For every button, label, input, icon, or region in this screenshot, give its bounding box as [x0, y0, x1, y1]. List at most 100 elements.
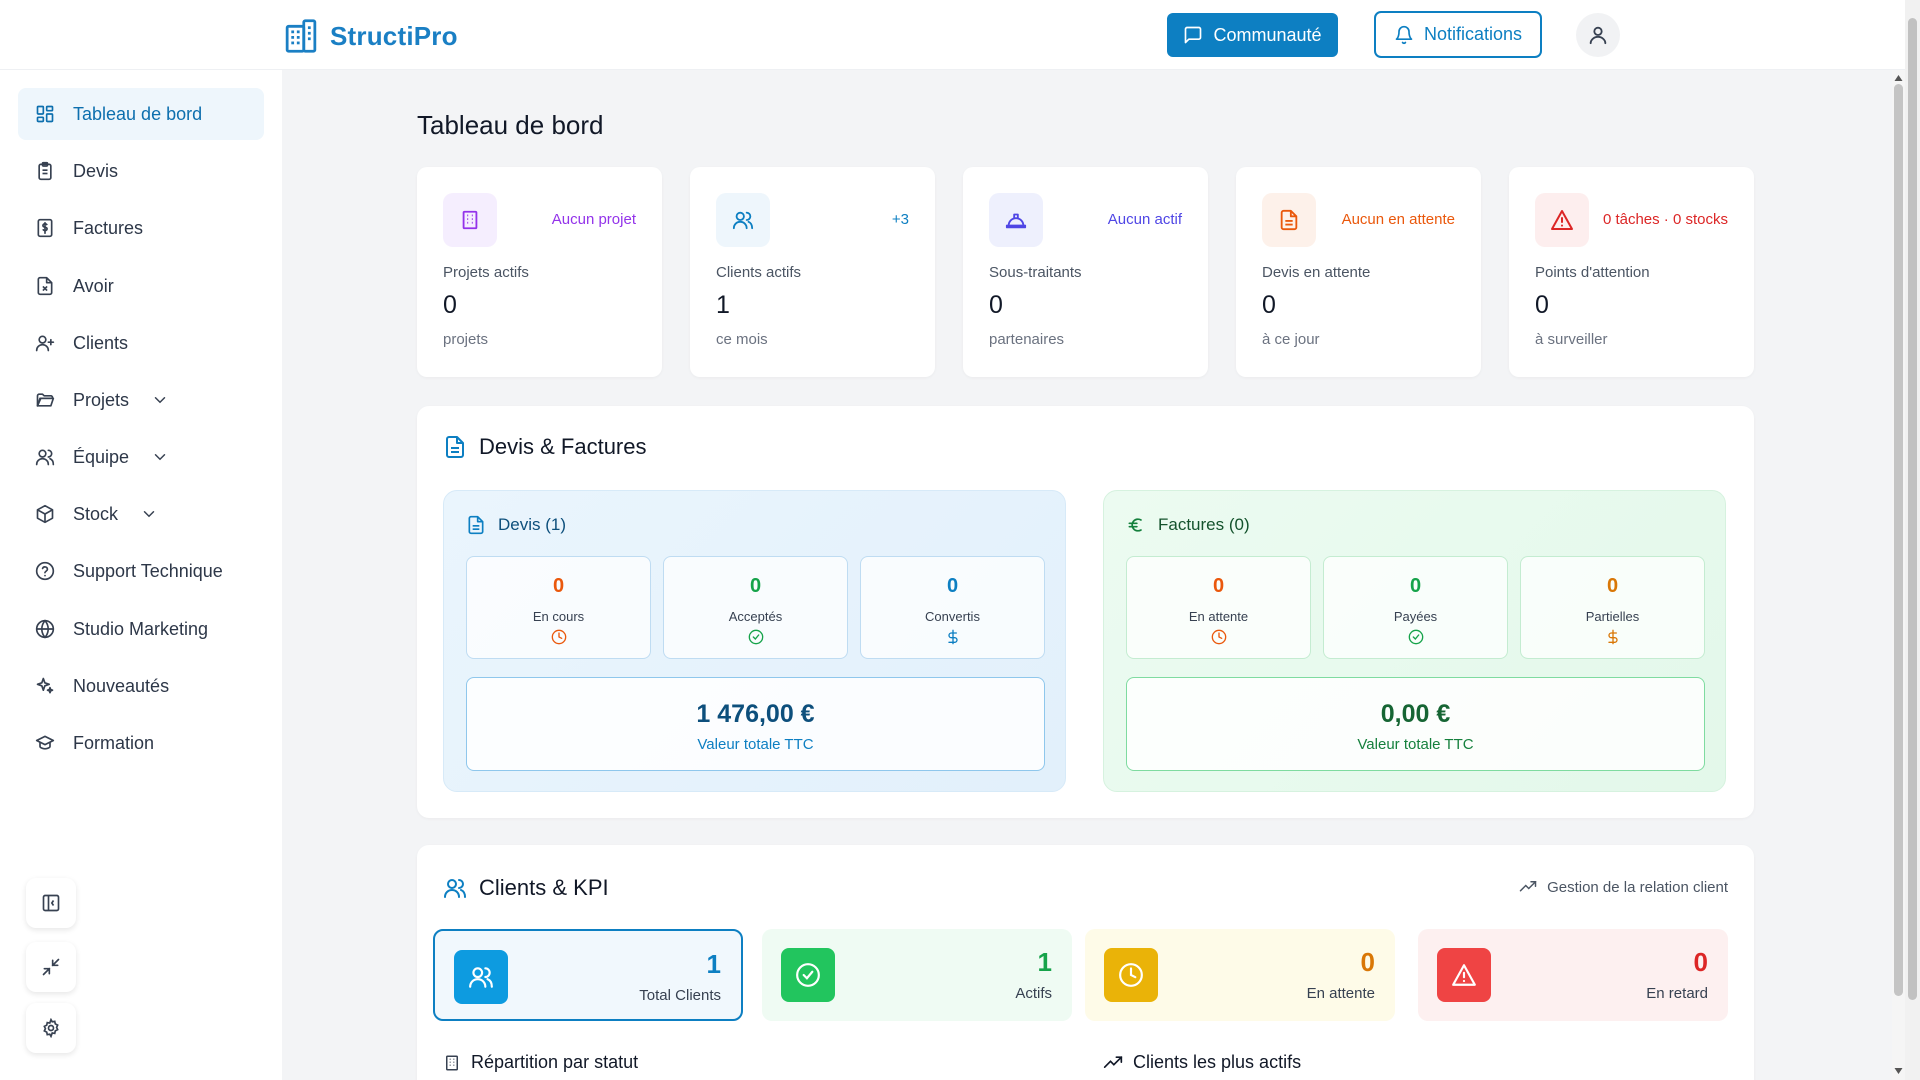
panel-title: Clients & KPI: [443, 875, 609, 901]
users-icon: [454, 950, 508, 1004]
clients-kpi-panel: Clients & KPI Gestion de la relation cli…: [417, 845, 1754, 1080]
euro-icon: [1126, 515, 1146, 535]
kpi-actifs[interactable]: 1 Actifs: [762, 929, 1072, 1021]
mini-value: 0: [1409, 575, 1422, 597]
chevron-down-icon[interactable]: [151, 448, 169, 466]
message-square-icon: [1183, 25, 1203, 45]
file-text-icon: [443, 435, 467, 459]
mini-label: Partielles: [1585, 609, 1640, 624]
total-label: Valeur totale TTC: [697, 736, 814, 753]
sidebar-item-label: Formation: [73, 732, 155, 753]
users-icon: [35, 447, 55, 467]
settings-button[interactable]: [26, 1003, 76, 1053]
total-label: Valeur totale TTC: [1357, 736, 1474, 753]
page-title: Tableau de bord: [417, 110, 604, 140]
stat-label: Sous-traitants: [989, 264, 1082, 281]
clock-icon: [1104, 948, 1158, 1002]
sidebar-item-avoir[interactable]: Avoir: [18, 260, 264, 312]
sidebar-item-support[interactable]: Support Technique: [18, 545, 264, 597]
factures-total: 0,00 € Valeur totale TTC: [1126, 677, 1705, 771]
stat-value: 0: [1535, 291, 1549, 319]
community-button[interactable]: Communauté: [1167, 13, 1338, 57]
kpi-label: En attente: [1306, 985, 1375, 1002]
sidebar-item-projets[interactable]: Projets: [18, 374, 264, 426]
stat-value: 0: [989, 291, 1003, 319]
scroll-up-arrow-icon[interactable]: [1893, 73, 1904, 83]
stat-card-sous-traitants[interactable]: Aucun actif Sous-traitants 0 partenaires: [963, 167, 1208, 377]
sidebar-item-label: Avoir: [73, 275, 114, 296]
stat-card-projets[interactable]: Aucun projet Projets actifs 0 projets: [417, 167, 662, 377]
kpi-value: 1: [1037, 947, 1052, 977]
sidebar-item-label: Factures: [73, 217, 144, 238]
devis-convertis[interactable]: 0 Convertis: [860, 556, 1045, 659]
devis-total: 1 476,00 € Valeur totale TTC: [466, 677, 1045, 771]
stat-card-attention[interactable]: 0 tâches · 0 stocks Points d'attention 0…: [1509, 167, 1754, 377]
window-scrollbar-thumb[interactable]: [1908, 18, 1917, 1000]
devis-title-text: Devis (1): [498, 515, 567, 534]
users-icon: [716, 193, 770, 247]
sidebar-item-stock[interactable]: Stock: [18, 488, 264, 540]
kpi-label: Actifs: [1015, 985, 1052, 1002]
sidebar-item-devis[interactable]: Devis: [18, 145, 264, 197]
factures-payees[interactable]: 0 Payées: [1323, 556, 1508, 659]
sidebar-item-dashboard[interactable]: Tableau de bord: [18, 88, 264, 140]
help-circle-icon: [35, 561, 55, 581]
chevron-down-icon[interactable]: [151, 391, 169, 409]
user-avatar-button[interactable]: [1576, 13, 1620, 57]
mini-value: 0: [1606, 575, 1619, 597]
stat-badge: Aucun projet: [551, 211, 636, 228]
folder-open-icon: [35, 390, 55, 410]
building-icon: [443, 1054, 461, 1072]
clipboard-icon: [35, 161, 55, 181]
top-clients-heading: Clients les plus actifs: [1103, 1052, 1301, 1073]
sidebar-item-clients[interactable]: Clients: [18, 317, 264, 369]
mini-label: En cours: [532, 609, 585, 624]
factures-partielles[interactable]: 0 Partielles: [1520, 556, 1705, 659]
sidebar-item-formation[interactable]: Formation: [18, 717, 264, 769]
mini-label: Payées: [1393, 609, 1438, 624]
minimize-button[interactable]: [26, 942, 76, 992]
sidebar-item-equipe[interactable]: Équipe: [18, 431, 264, 483]
check-circle-icon: [748, 629, 764, 645]
sidebar-item-factures[interactable]: Factures: [18, 202, 264, 254]
building-icon: [443, 193, 497, 247]
check-circle-icon: [1408, 629, 1424, 645]
sidebar-item-nouveautes[interactable]: Nouveautés: [18, 660, 264, 712]
devis-en-cours[interactable]: 0 En cours: [466, 556, 651, 659]
kpi-value: 1: [706, 949, 721, 979]
kpi-en-attente[interactable]: 0 En attente: [1085, 929, 1395, 1021]
factures-subpanel[interactable]: Factures (0) 0 En attente 0 Payées 0 Par…: [1103, 490, 1726, 792]
total-value: 0,00 €: [1380, 700, 1451, 728]
collapse-sidebar-button[interactable]: [26, 878, 76, 928]
repartition-heading: Répartition par statut: [443, 1052, 638, 1073]
trending-up-icon: [1519, 878, 1537, 896]
trending-up-icon: [1103, 1053, 1123, 1073]
factures-en-attente[interactable]: 0 En attente: [1126, 556, 1311, 659]
sidebar-item-marketing[interactable]: Studio Marketing: [18, 603, 264, 655]
devis-subpanel[interactable]: Devis (1) 0 En cours 0 Acceptés 0 Conver…: [443, 490, 1066, 792]
alert-triangle-icon: [1535, 193, 1589, 247]
box-icon: [35, 504, 55, 524]
notifications-button[interactable]: Notifications: [1374, 11, 1542, 58]
stat-card-clients[interactable]: +3 Clients actifs 1 ce mois: [690, 167, 935, 377]
alert-triangle-icon: [1437, 948, 1491, 1002]
kpi-total-clients[interactable]: 1 Total Clients: [433, 929, 743, 1021]
panel-title: Devis & Factures: [443, 434, 647, 460]
main-scrollbar-thumb[interactable]: [1894, 84, 1903, 996]
brand-logo[interactable]: StructiPro: [284, 18, 458, 54]
kpi-en-retard[interactable]: 0 En retard: [1418, 929, 1728, 1021]
stat-value: 0: [1262, 291, 1276, 319]
devis-acceptes[interactable]: 0 Acceptés: [663, 556, 848, 659]
stat-card-devis-attente[interactable]: Aucun en attente Devis en attente 0 à ce…: [1236, 167, 1481, 377]
chevron-down-icon[interactable]: [140, 505, 158, 523]
sparkles-icon: [35, 676, 55, 696]
bell-icon: [1394, 25, 1414, 45]
graduation-cap-icon: [35, 733, 55, 753]
crm-link[interactable]: Gestion de la relation client: [1519, 878, 1728, 896]
mini-value: 0: [1212, 575, 1225, 597]
mini-label: Acceptés: [728, 609, 783, 624]
scroll-down-arrow-icon[interactable]: [1893, 1066, 1904, 1076]
building-icon: [284, 18, 318, 54]
sidebar-item-label: Devis: [73, 160, 119, 181]
clock-icon: [1211, 629, 1227, 645]
